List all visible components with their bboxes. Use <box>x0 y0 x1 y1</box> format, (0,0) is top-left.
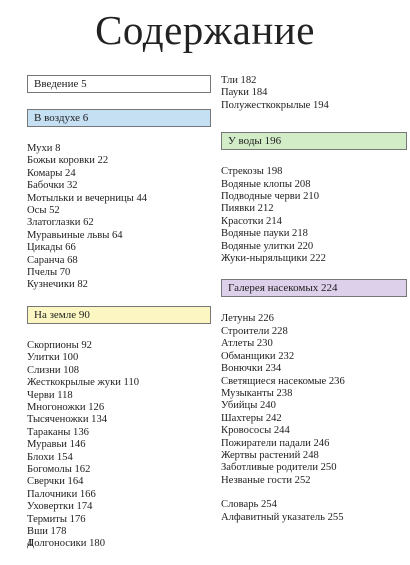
right-column: Тли 182 Пауки 184 Полужесткокрылые 194 У в… <box>221 75 407 538</box>
toc-entry[interactable]: Атлеты 230 <box>221 338 273 350</box>
toc-entry[interactable]: Пауки 184 <box>221 87 268 99</box>
gallery-list: Летуны 226 Строители 228 Атлеты 230 Обманщи… <box>221 313 407 487</box>
toc-entry[interactable]: Алфавитный указатель 255 <box>221 511 344 523</box>
toc-entry[interactable]: Улитки 100 <box>27 352 79 364</box>
section-introduction[interactable]: Введение 5 <box>27 75 211 93</box>
continued-list: Тли 182 Пауки 184 Полужесткокрылые 194 <box>221 75 407 112</box>
toc-entry[interactable]: Слизни 108 <box>27 364 80 376</box>
section-heading-gallery[interactable]: Галерея насекомых 224 <box>221 279 407 298</box>
toc-entry[interactable]: Строители 228 <box>221 325 288 337</box>
page-number: 4 <box>27 538 33 549</box>
toc-entry[interactable]: Пчелы 70 <box>27 267 71 279</box>
toc-entry[interactable]: Полужесткокрылые 194 <box>221 99 329 111</box>
toc-entry[interactable]: Вонючки 234 <box>221 363 282 375</box>
section-heading-in-the-air[interactable]: В воздухе 6 <box>27 109 211 127</box>
toc-entry[interactable]: Бабочки 32 <box>27 180 78 192</box>
toc-entry[interactable]: Стрекозы 198 <box>221 166 283 178</box>
toc-entry[interactable]: Кровососы 244 <box>221 425 290 437</box>
toc-entry[interactable]: Саранча 68 <box>27 254 78 266</box>
toc-entry[interactable]: Шахтеры 242 <box>221 412 282 424</box>
left-column: Введение 5 В воздухе 6 Мухи 8 Божьи коров… <box>27 75 211 565</box>
toc-entry[interactable]: Долгоносики 180 <box>27 538 106 550</box>
section-heading-by-the-water[interactable]: У воды 196 <box>221 132 407 151</box>
toc-entry[interactable]: Златоглазки 62 <box>27 217 94 229</box>
toc-entry[interactable]: Летуны 226 <box>221 313 274 325</box>
toc-entry[interactable]: Уховертки 174 <box>27 501 93 513</box>
toc-entry[interactable]: Светящиеся насекомые 236 <box>221 375 345 387</box>
toc-entry[interactable]: Обманщики 232 <box>221 350 295 362</box>
toc-entry[interactable]: Мухи 8 <box>27 143 61 154</box>
toc-entry[interactable]: Муравьи 146 <box>27 439 86 451</box>
toc-entry[interactable]: Осы 52 <box>27 205 60 217</box>
toc-entry[interactable]: Тысяченожки 134 <box>27 414 108 426</box>
toc-entry[interactable]: Кузнечики 82 <box>27 279 88 291</box>
toc-entry[interactable]: Божьи коровки 22 <box>27 155 109 167</box>
toc-entry[interactable]: Словарь 254 <box>221 499 277 511</box>
toc-entry[interactable]: Красотки 214 <box>221 215 282 227</box>
toc-entry[interactable]: Богомолы 162 <box>27 463 91 475</box>
end-matter-list: Словарь 254 Алфавитный указатель 255 <box>221 499 407 524</box>
toc-entry[interactable]: Пожиратели падали 246 <box>221 437 330 449</box>
toc-entry[interactable]: Жесткокрылые жуки 110 <box>27 377 140 389</box>
toc-entry[interactable]: Тли 182 <box>221 75 257 86</box>
toc-entry[interactable]: Музыканты 238 <box>221 387 293 399</box>
toc-entry[interactable]: Жертвы растений 248 <box>221 449 319 461</box>
toc-entry[interactable]: Заботливые родители 250 <box>221 462 337 474</box>
toc-entry[interactable]: Водяные улитки 220 <box>221 240 314 252</box>
toc-entry[interactable]: Мотыльки и вечерницы 44 <box>27 192 148 204</box>
toc-entry[interactable]: Цикады 66 <box>27 242 76 254</box>
toc-entry[interactable]: Водяные клопы 208 <box>221 178 311 190</box>
section-heading-on-the-ground[interactable]: На земле 90 <box>27 305 211 324</box>
toc-entry[interactable]: Водяные пауки 218 <box>221 228 308 240</box>
page-title: Содержание <box>95 7 315 53</box>
toc-entry[interactable]: Палочники 166 <box>27 488 96 500</box>
toc-entry[interactable]: Незваные гости 252 <box>221 474 311 486</box>
toc-entry[interactable]: Жуки-ныряльщики 222 <box>221 253 326 265</box>
toc-entry[interactable]: Пиявки 212 <box>221 203 274 215</box>
toc-entry[interactable]: Тараканы 136 <box>27 426 89 438</box>
toc-entry[interactable]: Убийцы 240 <box>221 400 276 412</box>
by-the-water-list: Стрекозы 198 Водяные клопы 208 Подводные ч… <box>221 166 407 265</box>
in-the-air-list: Мухи 8 Божьи коровки 22 Комары 24 Бабочки 3… <box>27 143 211 292</box>
toc-entry[interactable]: Черви 118 <box>27 389 73 401</box>
toc-entry[interactable]: Термиты 176 <box>27 513 86 525</box>
toc-entry[interactable]: Многоножки 126 <box>27 401 105 413</box>
toc-entry[interactable]: Подводные черви 210 <box>221 191 320 203</box>
toc-entry[interactable]: Скорпионы 92 <box>27 339 92 351</box>
toc-entry[interactable]: Муравьиные львы 64 <box>27 229 123 241</box>
toc-entry[interactable]: Сверчки 164 <box>27 476 84 488</box>
toc-entry[interactable]: Комары 24 <box>27 167 76 179</box>
on-the-ground-list: Скорпионы 92 Улитки 100 Слизни 108 Жесткокр… <box>27 340 211 551</box>
toc-entry[interactable]: Блохи 154 <box>27 451 73 463</box>
toc-entry[interactable]: Вши 178 <box>27 525 67 537</box>
